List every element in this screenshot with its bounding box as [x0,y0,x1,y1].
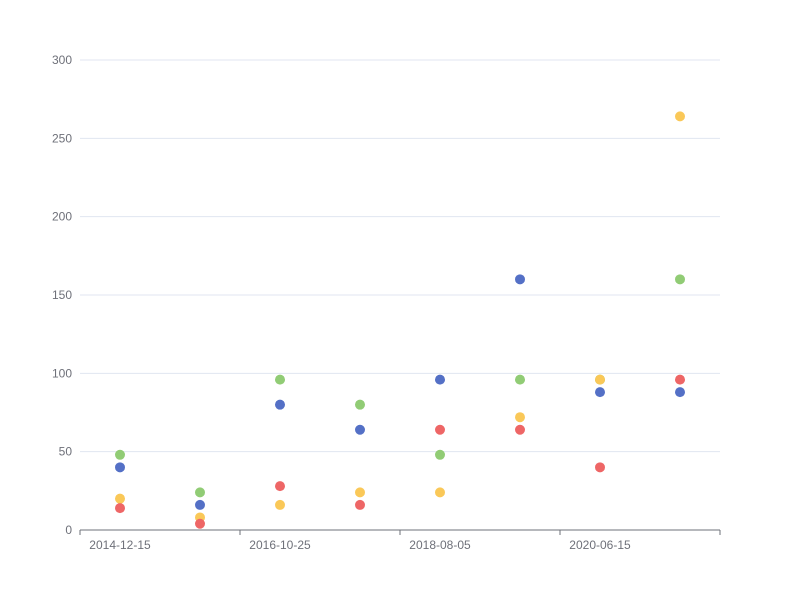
data-point[interactable] [355,424,365,435]
y-tick-label: 300 [52,53,72,67]
data-point[interactable] [355,487,365,498]
data-point[interactable] [275,499,285,510]
x-tick-label: 2016-10-25 [249,538,311,552]
data-point[interactable] [515,412,525,423]
x-tick-label: 2018-08-05 [409,538,471,552]
data-point[interactable] [275,399,285,410]
data-point[interactable] [515,374,525,385]
y-tick-label: 200 [52,210,72,224]
y-tick-label: 50 [59,445,73,459]
data-point[interactable] [115,493,125,504]
data-point[interactable] [435,449,445,460]
data-point[interactable] [595,387,605,398]
data-points [115,111,685,529]
data-point[interactable] [115,503,125,514]
data-point[interactable] [515,274,525,285]
x-tick-label: 2014-12-15 [89,538,151,552]
y-tick-label: 100 [52,366,72,380]
data-point[interactable] [195,499,205,510]
data-point[interactable] [275,374,285,385]
y-tick-label: 150 [52,288,72,302]
data-point[interactable] [435,487,445,498]
data-point[interactable] [275,481,285,492]
data-point[interactable] [515,424,525,435]
data-point[interactable] [675,111,685,122]
x-tick-label: 2020-06-15 [569,538,631,552]
grid-lines [80,59,720,453]
data-point[interactable] [435,374,445,385]
data-point[interactable] [355,399,365,410]
data-point[interactable] [675,374,685,385]
y-axis: 0 50 100 150 200 250 300 [52,53,72,537]
data-point[interactable] [675,387,685,398]
data-point[interactable] [195,487,205,498]
data-point[interactable] [115,449,125,460]
data-point[interactable] [595,462,605,473]
y-tick-label: 0 [65,523,72,537]
x-axis: 2014-12-15 2016-10-25 2018-08-05 2020-06-15 [79,529,721,552]
data-point[interactable] [675,274,685,285]
data-point[interactable] [595,374,605,385]
data-point[interactable] [115,462,125,473]
data-point[interactable] [435,424,445,435]
data-point[interactable] [195,518,205,529]
data-point[interactable] [355,499,365,510]
y-tick-label: 250 [52,131,72,145]
